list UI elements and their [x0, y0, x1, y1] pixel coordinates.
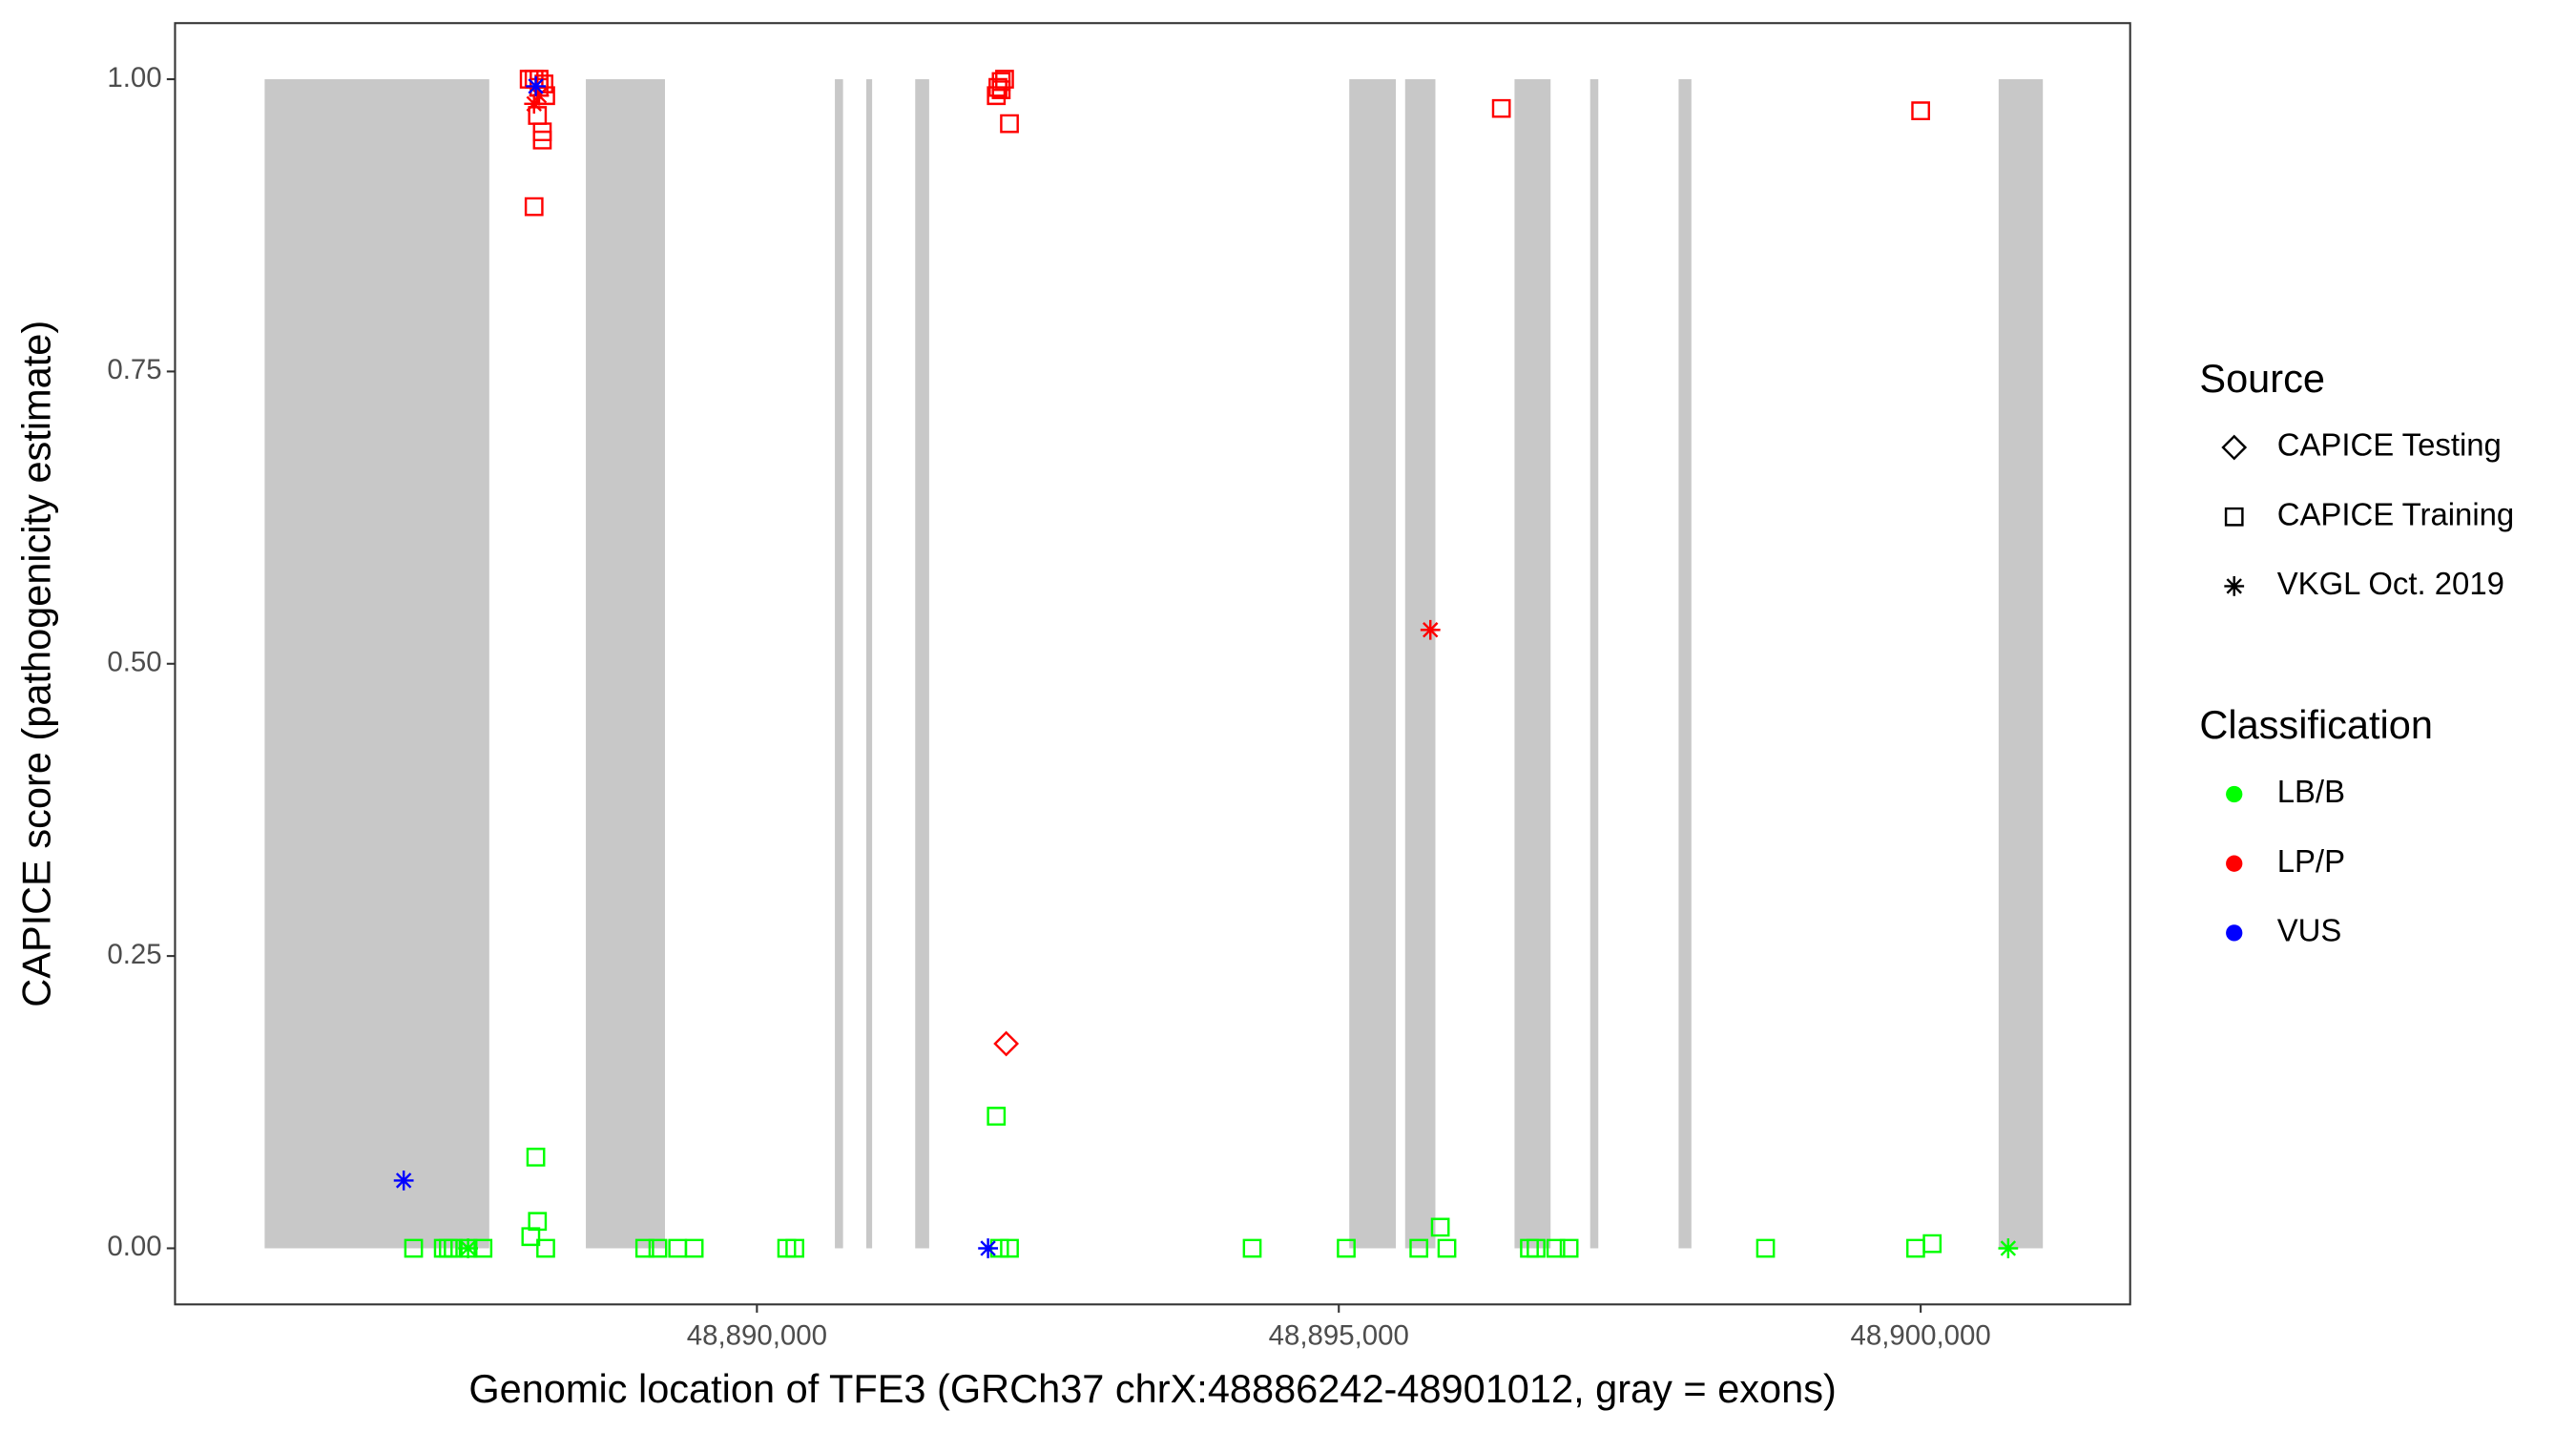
exon	[586, 79, 665, 1249]
point	[988, 77, 1008, 97]
exon	[1998, 79, 2044, 1249]
y-tick-label: 1.00	[107, 62, 161, 93]
exon	[264, 79, 489, 1249]
point	[648, 1238, 668, 1258]
exon	[1404, 79, 1436, 1249]
point	[526, 1148, 546, 1167]
x-tick-label: 48,900,000	[1851, 1320, 1991, 1352]
point	[521, 1227, 541, 1247]
legend-title: Classification	[2199, 702, 2433, 747]
exon	[915, 79, 929, 1249]
point	[1911, 101, 1930, 121]
point	[1437, 1238, 1457, 1258]
legend-symbol	[2226, 924, 2243, 942]
point	[1430, 1217, 1450, 1237]
legend-label: VUS	[2277, 913, 2342, 948]
point	[1000, 1238, 1019, 1258]
point	[529, 85, 550, 106]
legend-label: CAPICE Training	[2277, 496, 2515, 531]
point	[1906, 1238, 1925, 1258]
legend-symbol	[2226, 785, 2243, 803]
legend-label: LP/P	[2277, 843, 2345, 879]
point	[528, 106, 548, 125]
point	[1559, 1238, 1579, 1258]
point	[1420, 619, 1441, 640]
x-tick-label: 48,890,000	[687, 1320, 827, 1352]
point	[1242, 1238, 1262, 1258]
exon	[835, 79, 843, 1249]
legend-label: LB/B	[2277, 774, 2345, 809]
point	[1337, 1238, 1356, 1258]
y-tick-label: 0.75	[107, 354, 161, 385]
point	[473, 1238, 493, 1258]
point	[524, 93, 545, 114]
point	[532, 130, 552, 150]
exon	[1349, 79, 1397, 1249]
point	[536, 1238, 555, 1258]
exon	[1514, 79, 1551, 1249]
point	[991, 80, 1011, 99]
point	[993, 1030, 1020, 1057]
legend-title: Source	[2199, 356, 2325, 401]
y-tick-label: 0.25	[107, 939, 161, 970]
exon	[1589, 79, 1599, 1249]
exon	[1678, 79, 1692, 1249]
legend-symbol	[2224, 507, 2244, 527]
y-axis-title: CAPICE score (pathogenicity estimate)	[14, 321, 59, 1007]
point	[526, 76, 546, 96]
point	[987, 1107, 1007, 1126]
point	[1491, 98, 1511, 118]
point	[404, 1238, 424, 1258]
point	[1409, 1238, 1429, 1258]
legend-symbol	[2221, 434, 2248, 461]
y-tick-label: 0.50	[107, 647, 161, 678]
point	[1922, 1234, 1942, 1254]
point	[528, 1212, 548, 1232]
point	[1998, 1238, 2019, 1258]
legend-label: VKGL Oct. 2019	[2277, 566, 2504, 601]
exon	[866, 79, 873, 1249]
legend-label: CAPICE Testing	[2277, 427, 2502, 463]
point	[1000, 114, 1019, 134]
plot-panel	[174, 22, 2131, 1306]
point	[524, 197, 544, 217]
point	[458, 1238, 478, 1258]
point	[1755, 1238, 1776, 1258]
point	[785, 1238, 804, 1258]
legend-symbol	[2226, 855, 2243, 872]
x-axis-title: Genomic location of TFE3 (GRCh37 chrX:48…	[468, 1366, 1837, 1411]
point	[684, 1238, 704, 1258]
point	[393, 1171, 414, 1191]
point	[978, 1238, 998, 1258]
point	[1527, 1238, 1546, 1258]
legend-symbol	[2224, 576, 2245, 596]
x-tick-label: 48,895,000	[1269, 1320, 1409, 1352]
y-tick-label: 0.00	[107, 1231, 161, 1262]
